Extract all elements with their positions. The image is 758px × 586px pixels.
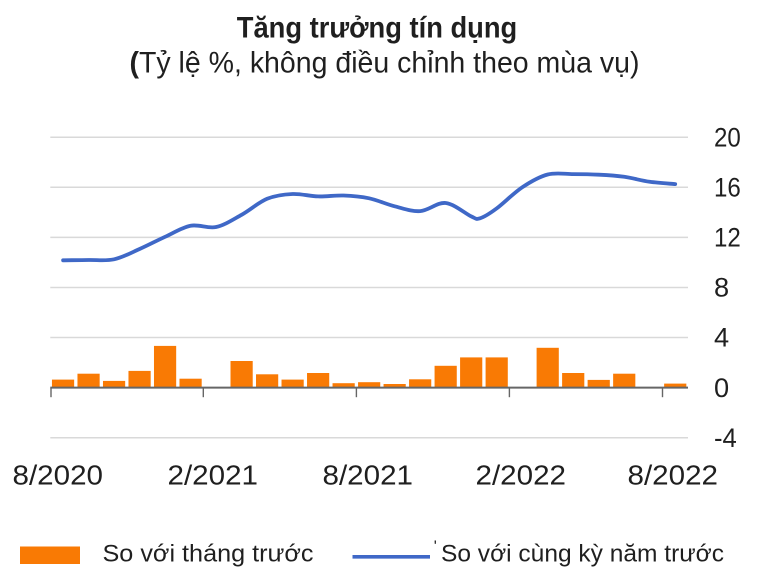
svg-text:So với cùng kỳ năm trước: So với cùng kỳ năm trước: [441, 541, 724, 568]
svg-text:2/2022: 2/2022: [476, 460, 567, 491]
svg-text:16: 16: [714, 172, 741, 203]
svg-text:So với tháng trước: So với tháng trước: [103, 541, 314, 568]
svg-text:(Tỷ lệ %, không điều chỉnh the: (Tỷ lệ %, không điều chỉnh theo mùa vụ): [130, 47, 640, 80]
svg-text:2/2021: 2/2021: [168, 460, 259, 491]
svg-text:': ': [434, 539, 437, 556]
svg-text:8: 8: [714, 272, 729, 303]
svg-text:8/2020: 8/2020: [13, 460, 103, 491]
svg-text:Tăng trưởng tín dụng: Tăng trưởng tín dụng: [237, 12, 518, 45]
svg-text:8/2022: 8/2022: [628, 460, 719, 491]
svg-text:-4: -4: [714, 422, 737, 453]
svg-text:8/2021: 8/2021: [323, 460, 414, 491]
svg-text:0: 0: [714, 372, 729, 403]
svg-text:4: 4: [714, 322, 729, 353]
svg-text:20: 20: [714, 121, 741, 152]
svg-text:12: 12: [714, 222, 741, 253]
